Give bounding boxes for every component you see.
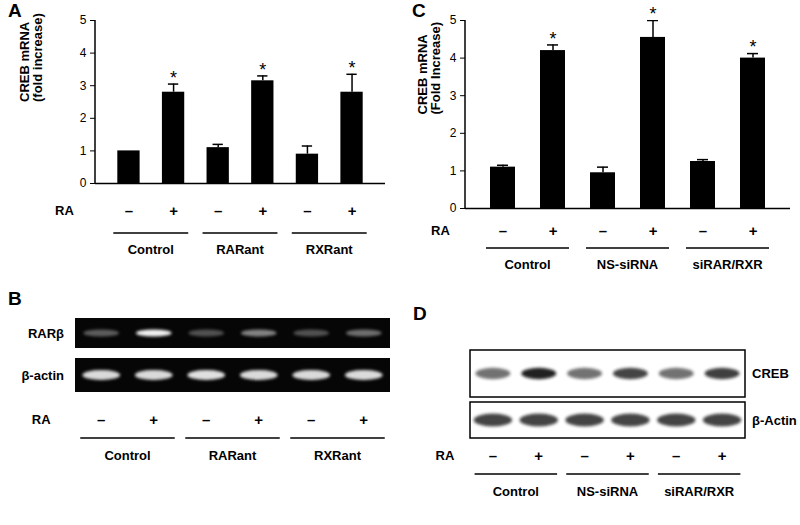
svg-text:NS-siRNA: NS-siRNA bbox=[597, 257, 659, 272]
svg-text:+: + bbox=[169, 202, 178, 219]
svg-text:RA: RA bbox=[431, 223, 450, 238]
svg-text:Control: Control bbox=[104, 448, 150, 463]
svg-text:RXRant: RXRant bbox=[314, 448, 362, 463]
svg-text:–: – bbox=[125, 202, 133, 219]
svg-text:5: 5 bbox=[450, 13, 457, 27]
svg-text:5: 5 bbox=[80, 13, 87, 27]
svg-text:RARβ: RARβ bbox=[28, 326, 64, 341]
svg-text:–: – bbox=[214, 202, 222, 219]
svg-text:*: * bbox=[549, 29, 556, 49]
svg-text:NS-siRNA: NS-siRNA bbox=[577, 484, 639, 499]
svg-text:+: + bbox=[718, 447, 727, 464]
svg-text:–: – bbox=[580, 447, 588, 464]
svg-text:–: – bbox=[699, 222, 707, 239]
svg-text:+: + bbox=[549, 222, 558, 239]
svg-text:*: * bbox=[649, 4, 656, 24]
svg-text:siRAR/RXR: siRAR/RXR bbox=[664, 484, 735, 499]
svg-text:+: + bbox=[626, 447, 635, 464]
svg-text:+: + bbox=[348, 202, 357, 219]
svg-text:3: 3 bbox=[450, 89, 457, 103]
svg-text:+: + bbox=[649, 222, 658, 239]
svg-text:RA: RA bbox=[436, 448, 455, 463]
svg-text:2: 2 bbox=[80, 111, 87, 125]
svg-text:–: – bbox=[672, 447, 680, 464]
svg-text:*: * bbox=[349, 58, 356, 78]
svg-text:Control: Control bbox=[493, 484, 539, 499]
svg-text:–: – bbox=[202, 411, 210, 428]
svg-text:+: + bbox=[258, 202, 267, 219]
svg-text:1: 1 bbox=[450, 164, 457, 178]
svg-text:*: * bbox=[749, 37, 756, 57]
html-text:A: A bbox=[8, 0, 22, 21]
svg-text:RA: RA bbox=[32, 412, 51, 427]
svg-text:β-actin: β-actin bbox=[21, 368, 64, 383]
svg-text:+: + bbox=[749, 222, 758, 239]
svg-text:4: 4 bbox=[80, 46, 87, 60]
svg-text:RARant: RARant bbox=[216, 242, 264, 257]
html-text:C: C bbox=[412, 0, 426, 21]
svg-text:*: * bbox=[170, 68, 177, 88]
svg-text:–: – bbox=[303, 202, 311, 219]
svg-text:+: + bbox=[149, 411, 158, 428]
svg-text:Control: Control bbox=[128, 242, 174, 257]
svg-text:–: – bbox=[599, 222, 607, 239]
svg-text:CREB mRNA(Fold Increase): CREB mRNA(Fold Increase) bbox=[415, 22, 443, 114]
svg-text:+: + bbox=[254, 411, 263, 428]
svg-text:–: – bbox=[307, 411, 315, 428]
svg-text:1: 1 bbox=[80, 144, 87, 158]
svg-text:RXRant: RXRant bbox=[306, 242, 354, 257]
svg-text:CREB mRNA(fold increase): CREB mRNA(fold increase) bbox=[17, 13, 45, 102]
svg-text:0: 0 bbox=[450, 201, 457, 215]
svg-text:+: + bbox=[534, 447, 543, 464]
svg-text:3: 3 bbox=[80, 79, 87, 93]
svg-text:+: + bbox=[359, 411, 368, 428]
svg-text:RARant: RARant bbox=[209, 448, 257, 463]
svg-text:–: – bbox=[489, 447, 497, 464]
svg-text:–: – bbox=[97, 411, 105, 428]
svg-text:CREB: CREB bbox=[752, 366, 789, 381]
svg-text:β-Actin: β-Actin bbox=[752, 413, 797, 428]
svg-text:siRAR/RXR: siRAR/RXR bbox=[692, 257, 763, 272]
svg-text:4: 4 bbox=[450, 51, 457, 65]
html-text:D: D bbox=[413, 303, 427, 324]
svg-text:RA: RA bbox=[55, 203, 74, 218]
svg-text:–: – bbox=[499, 222, 507, 239]
svg-text:*: * bbox=[259, 60, 266, 80]
html-text:B: B bbox=[8, 288, 22, 309]
svg-text:2: 2 bbox=[450, 126, 457, 140]
svg-text:Control: Control bbox=[504, 257, 550, 272]
svg-text:0: 0 bbox=[80, 176, 87, 190]
